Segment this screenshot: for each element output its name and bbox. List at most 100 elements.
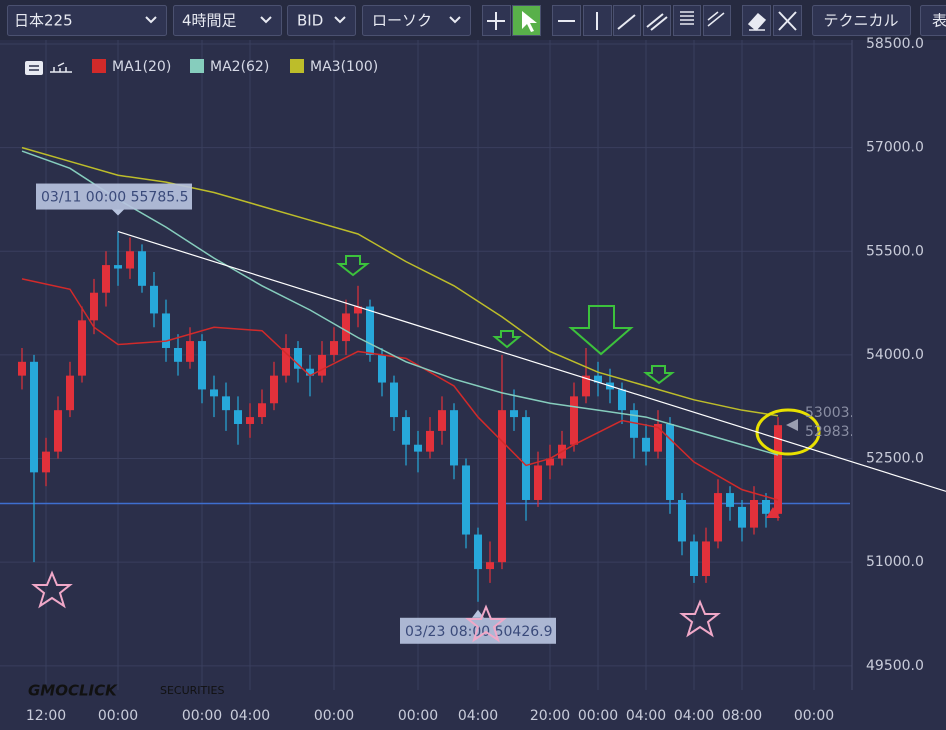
- candle-body: [174, 347, 182, 362]
- candle-body: [210, 389, 218, 397]
- candle-body: [498, 410, 506, 563]
- candle-body: [774, 425, 782, 514]
- timeframe-select[interactable]: [173, 5, 282, 36]
- candle-body: [126, 251, 134, 269]
- y-tick-label: 58500.0: [866, 36, 924, 52]
- candle-body: [66, 375, 74, 411]
- candle-body: [582, 375, 590, 397]
- candle-body: [18, 361, 26, 376]
- candle-body: [54, 410, 62, 452]
- candle-body: [402, 417, 410, 445]
- candle-body: [222, 396, 230, 411]
- icon: [617, 14, 636, 30]
- annotation-label: 03/11 00:00 55785.5: [41, 190, 189, 206]
- last-price-labels: 53003. 52983.: [805, 405, 854, 440]
- candle-body: [450, 410, 458, 466]
- table: 表: [932, 12, 946, 30]
- stars: [31, 570, 721, 643]
- x-tick-label: 00:00: [398, 708, 438, 724]
- ruler-icon: [50, 62, 72, 73]
- legend-swatch: [92, 59, 106, 73]
- x-tick-label: 04:00: [458, 708, 498, 724]
- ff-button[interactable]: [703, 5, 731, 36]
- channel-button[interactable]: [643, 5, 671, 36]
- candle-body: [690, 541, 698, 576]
- x-tick-label: 04:00: [626, 708, 666, 724]
- candle-body: [726, 493, 734, 507]
- overlay: 03/11 00:00 55785.5 03/23 08:00 50426.9: [36, 183, 556, 644]
- candle-body: [102, 265, 110, 293]
- candle-body: [414, 444, 422, 452]
- candle-body: [234, 410, 242, 424]
- table-button[interactable]: [920, 5, 946, 36]
- watermark-brand: GMOCLICK: [28, 682, 118, 700]
- candle-body: [594, 375, 602, 383]
- x-tick-label: 04:00: [674, 708, 714, 724]
- y-tick-label: 52500.0: [866, 451, 924, 467]
- candle-body: [738, 506, 746, 528]
- fr-button[interactable]: [673, 5, 701, 36]
- candle-body: [114, 265, 122, 269]
- y-tick-label: 55500.0: [866, 243, 924, 259]
- green-arrows: [336, 255, 675, 385]
- arrow: [492, 330, 522, 349]
- candle-body: [654, 423, 662, 452]
- chevron: [334, 16, 346, 24]
- technical-button[interactable]: [812, 5, 911, 36]
- icon: [747, 12, 767, 32]
- candle-body: [150, 285, 158, 314]
- candle-body: [762, 499, 770, 514]
- y-tick-label: 51000.0: [866, 554, 924, 570]
- candle-body: [294, 347, 302, 369]
- price-side: BID: [297, 12, 323, 30]
- candle-body: [378, 354, 386, 383]
- x-tick-label: 00:00: [314, 708, 354, 724]
- x-tick-label: 08:00: [722, 708, 762, 724]
- x-tick-label: 00:00: [578, 708, 618, 724]
- price-side-select[interactable]: [287, 5, 356, 36]
- y-tick-label: 54000.0: [866, 347, 924, 363]
- candle-body: [330, 341, 338, 355]
- x-tick-label: 04:00: [230, 708, 270, 724]
- candle-body: [198, 341, 206, 390]
- star: [31, 570, 73, 609]
- last-price-label: 52983.: [805, 424, 854, 440]
- annotation-box: [36, 183, 192, 210]
- candle-body: [666, 423, 674, 500]
- price-pointer: [786, 419, 798, 431]
- chart-style-select[interactable]: [362, 5, 471, 36]
- candle-body: [522, 417, 530, 500]
- annotation-box: [400, 617, 556, 644]
- candle-body: [270, 375, 278, 404]
- legend-label: MA2(62): [210, 59, 269, 75]
- legend-label: MA1(20): [112, 59, 171, 75]
- arrow: [643, 365, 675, 385]
- annotation-pointer: [112, 209, 124, 216]
- symbol-select[interactable]: [7, 5, 167, 36]
- legend-swatch: [290, 59, 304, 73]
- candle-body: [186, 341, 194, 362]
- chart-style: ローソク: [372, 12, 432, 30]
- candle-body: [618, 389, 626, 411]
- candle-body: [138, 251, 146, 286]
- star: [465, 604, 507, 643]
- chevron: [260, 16, 272, 24]
- plot-area: [0, 146, 850, 602]
- x-tick-label: 00:00: [794, 708, 834, 724]
- candle-body: [246, 417, 254, 424]
- candle-body: [78, 320, 86, 376]
- timeframe: 4時間足: [182, 12, 237, 30]
- star: [679, 599, 721, 638]
- y-tick-label: 57000.0: [866, 140, 924, 156]
- candle-body: [438, 410, 446, 431]
- candle-body: [354, 306, 362, 314]
- comment-icon: [25, 61, 43, 75]
- candle-body: [30, 361, 38, 473]
- candle-body: [258, 403, 266, 418]
- candle-body: [678, 499, 686, 542]
- ma-line: [21, 146, 779, 417]
- candle-body: [570, 396, 578, 445]
- x-tick-label: 00:00: [182, 708, 222, 724]
- candle-body: [390, 382, 398, 418]
